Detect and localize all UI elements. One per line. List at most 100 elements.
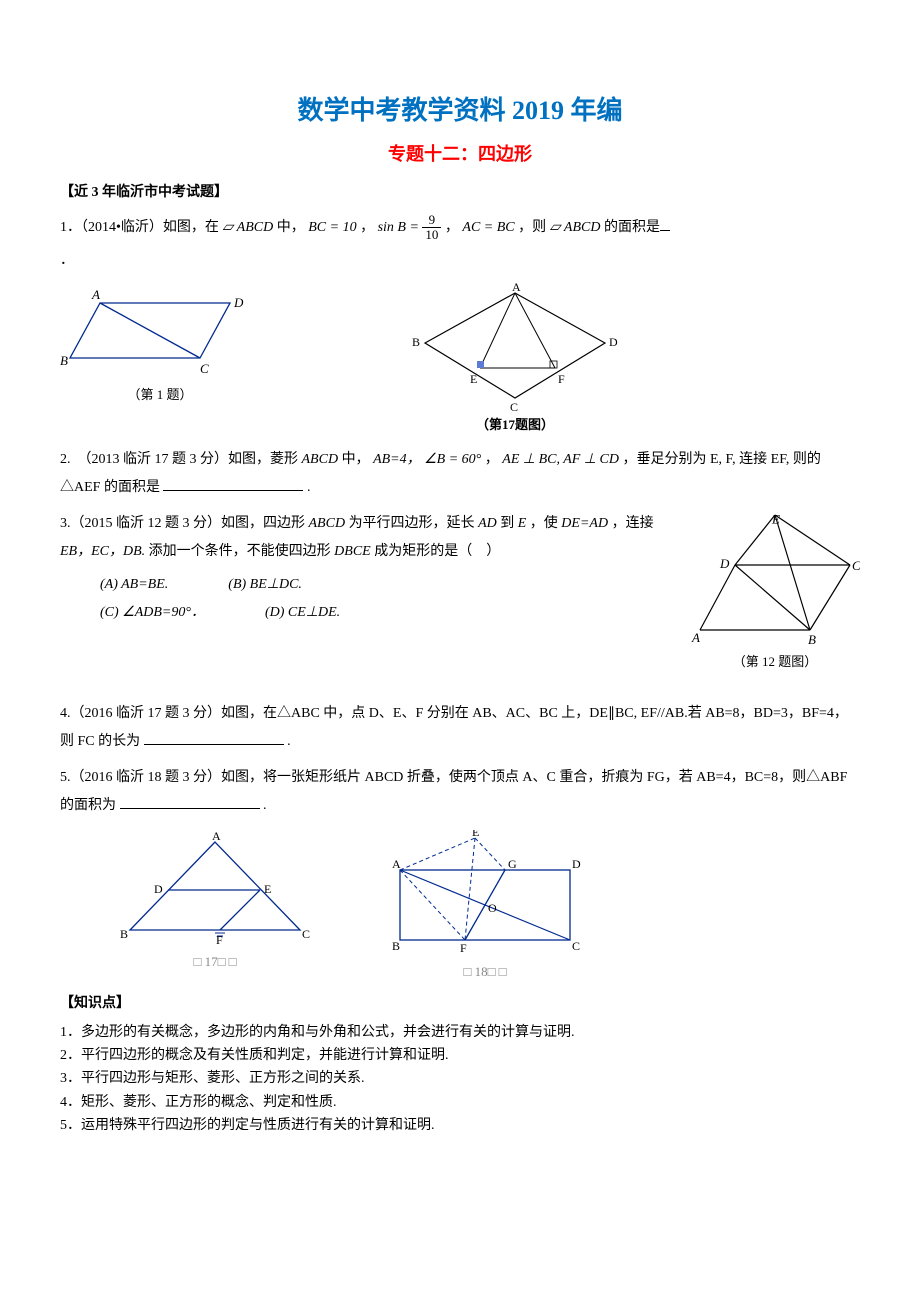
figure-q18: A B C D E F G O □ 18□ □	[380, 830, 590, 983]
label-C: C	[510, 400, 518, 413]
p3-d: ，使	[530, 516, 558, 531]
p1-text-c: ，	[360, 220, 374, 235]
p1-bc: BC = 10	[308, 220, 356, 235]
p4-blank	[144, 730, 284, 745]
label-A: A	[512, 283, 521, 294]
p3-optB: (B) BE⊥DC.	[228, 574, 302, 596]
figure-q18-caption: □ 18□ □	[380, 962, 590, 983]
p3-a: 3.（2015 临沂 12 题 3 分）如图，四边形	[60, 516, 305, 531]
main-title: 数学中考教学资料 2019 年编	[60, 90, 860, 132]
p3-e2: ，连接	[612, 516, 654, 531]
label-C: C	[200, 361, 209, 376]
p3-ebec: EB，EC，DB.	[60, 544, 145, 559]
svg-triangle-def-icon: A B C D E F	[120, 830, 310, 950]
svg-quad-dbce-icon: A B C D E	[690, 510, 860, 650]
p1-frac-num: 9	[422, 213, 441, 228]
p3-optA: (A) AB=BE.	[100, 574, 168, 596]
label-C: C	[572, 939, 580, 953]
p1-text-b: 中，	[277, 220, 305, 235]
p1-shape2: ▱ ABCD	[550, 220, 601, 235]
figure-12-caption: （第 12 题图）	[690, 652, 860, 673]
p3-e: E	[518, 516, 527, 531]
p1-figures-row: A B C D （第 1 题） A B C D E F （第17题图）	[60, 283, 860, 436]
p1-shape: ▱ ABCD	[222, 220, 273, 235]
label-A: A	[392, 857, 401, 871]
problem-2: 2. （2013 临沂 17 题 3 分）如图，菱形 ABCD 中， AB=4，…	[60, 446, 860, 502]
p4-b: .	[287, 734, 291, 749]
p1-sin: sin B =	[378, 220, 419, 235]
p1-blank	[660, 216, 670, 231]
p5-blank	[120, 794, 260, 809]
p3-f: 添加一个条件，不能使四边形	[149, 544, 331, 559]
p3-b: 为平行四边形，延长	[349, 516, 475, 531]
p3-c: 到	[500, 516, 514, 531]
p1-frac-den: 10	[422, 228, 441, 242]
p2-perp: AE ⊥ BC, AF ⊥ CD	[502, 452, 619, 467]
label-D: D	[719, 556, 730, 571]
label-F: F	[460, 941, 467, 955]
label-A: A	[691, 630, 700, 645]
label-D: D	[609, 335, 618, 349]
p3-options-row2: (C) ∠ADB=90°． (D) CE⊥DE.	[100, 602, 680, 624]
p3-dead: DE=AD	[561, 516, 608, 531]
p1-ac: AC = BC	[462, 220, 514, 235]
kp-item: 4．矩形、菱形、正方形的概念、判定和性质.	[60, 1092, 860, 1114]
label-D: D	[572, 857, 581, 871]
label-B: B	[120, 927, 128, 941]
figure-p1: A B C D （第 1 题）	[60, 283, 260, 406]
problem-1: 1．（2014•临沂）如图，在 ▱ ABCD 中， BC = 10 ， sin …	[60, 213, 860, 243]
p2-e: .	[307, 480, 311, 495]
problem-5: 5.（2016 临沂 18 题 3 分）如图，将一张矩形纸片 ABCD 折叠，使…	[60, 764, 860, 820]
label-F: F	[216, 933, 223, 947]
label-D: D	[154, 882, 163, 896]
p2-blank	[163, 476, 303, 491]
p45-figures-row: A B C D E F □ 17□ □ A B C D E F G O □ 18…	[120, 830, 860, 983]
knowledge-points-list: 1．多边形的有关概念，多边形的内角和与外角和公式，并会进行有关的计算与证明. 2…	[60, 1022, 860, 1138]
label-A: A	[212, 830, 221, 843]
label-E: E	[771, 511, 780, 526]
section-past-exams: 【近 3 年临沂市中考试题】	[60, 182, 860, 204]
label-F: F	[558, 372, 565, 386]
label-C: C	[302, 927, 310, 941]
label-A: A	[91, 287, 100, 302]
p2-ang: ∠B = 60°	[424, 452, 481, 467]
section-knowledge-points: 【知识点】	[60, 993, 860, 1015]
clear	[60, 672, 860, 692]
p3-dbce: DBCE	[334, 544, 371, 559]
figure-12: A B C D E （第 12 题图）	[690, 510, 860, 673]
p3-optD: (D) CE⊥DE.	[265, 602, 340, 624]
figure-q17: A B C D E F □ 17□ □	[120, 830, 310, 973]
p2-abcd: ABCD	[302, 452, 339, 467]
p3-options-row1: (A) AB=BE. (B) BE⊥DC.	[100, 574, 680, 596]
p1-text-d: ，	[445, 220, 459, 235]
svg-parallelogram-icon: A B C D	[60, 283, 260, 383]
p1-text-a: 1．（2014•临沂）如图，在	[60, 220, 219, 235]
p1-tail-dot: ．	[60, 250, 860, 272]
p3-abcd: ABCD	[309, 516, 346, 531]
svg-rect-fold-icon: A B C D E F G O	[380, 830, 590, 960]
p2-b: 中，	[342, 452, 370, 467]
p1-text-e: ，则	[518, 220, 546, 235]
label-D: D	[233, 295, 244, 310]
label-E: E	[470, 372, 477, 386]
kp-item: 1．多边形的有关概念，多边形的内角和与外角和公式，并会进行有关的计算与证明.	[60, 1022, 860, 1044]
figure-p1-caption: （第 1 题）	[60, 385, 260, 406]
label-E: E	[472, 830, 479, 839]
p1-frac: 9 10	[422, 213, 441, 243]
p2-ab: AB=4，	[373, 452, 421, 467]
label-O: O	[488, 901, 497, 915]
label-B: B	[60, 353, 68, 368]
p5-b: .	[263, 798, 267, 813]
kp-item: 5．运用特殊平行四边形的判定与性质进行有关的计算和证明.	[60, 1115, 860, 1137]
figure-17: A B C D E F （第17题图）	[410, 283, 620, 436]
figure-q17-caption: □ 17□ □	[120, 952, 310, 973]
label-B: B	[808, 632, 816, 647]
svg-rhombus-icon: A B C D E F	[410, 283, 620, 413]
p2-c: ，	[485, 452, 499, 467]
p3-g: 成为矩形的是（ ）	[374, 544, 500, 559]
sub-title: 专题十二：四边形	[60, 140, 860, 169]
kp-item: 2．平行四边形的概念及有关性质和判定，并能进行计算和证明.	[60, 1045, 860, 1067]
problem-4: 4.（2016 临沂 17 题 3 分）如图，在△ABC 中，点 D、E、F 分…	[60, 700, 860, 756]
figure-17-caption: （第17题图）	[410, 415, 620, 436]
p1-text-f: 的面积是	[604, 220, 660, 235]
